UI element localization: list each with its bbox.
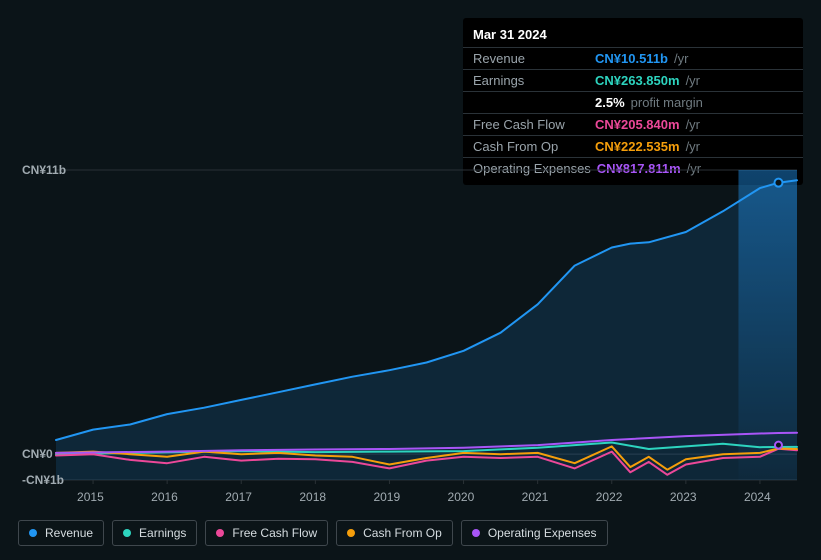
y-axis-label: CN¥11b [22, 163, 66, 177]
x-axis-label: 2024 [744, 490, 771, 504]
x-axis-label: 2020 [448, 490, 475, 504]
legend-item[interactable]: Operating Expenses [461, 520, 608, 546]
legend-label: Free Cash Flow [232, 526, 317, 540]
legend-dot [347, 529, 355, 537]
legend-dot [29, 529, 37, 537]
tooltip-row-label: Free Cash Flow [473, 116, 589, 133]
tooltip-row-value: 2.5% [595, 94, 625, 111]
tooltip-row-label: Cash From Op [473, 138, 589, 155]
tooltip-row: Free Cash Flow CN¥205.840m /yr [463, 113, 803, 135]
legend-label: Operating Expenses [488, 526, 597, 540]
x-axis-label: 2021 [522, 490, 549, 504]
x-axis-label: 2022 [596, 490, 623, 504]
tooltip-date: Mar 31 2024 [463, 24, 803, 47]
tooltip-row-value: CN¥10.511b [595, 50, 668, 67]
tooltip-row-value: CN¥205.840m [595, 116, 680, 133]
x-axis-label: 2016 [151, 490, 178, 504]
x-axis-label: 2015 [77, 490, 104, 504]
tooltip-row: . 2.5% profit margin [463, 91, 803, 113]
tooltip-row-unit: /yr [686, 138, 700, 155]
tooltip-row-value: CN¥222.535m [595, 138, 680, 155]
tooltip-row-unit: profit margin [631, 94, 703, 111]
tooltip-row: Revenue CN¥10.511b /yr [463, 47, 803, 69]
x-axis-label: 2023 [670, 490, 697, 504]
y-axis-label: CN¥0 [22, 447, 53, 461]
x-axis-label: 2017 [225, 490, 252, 504]
legend-item[interactable]: Revenue [18, 520, 104, 546]
tooltip-row-unit: /yr [686, 72, 700, 89]
legend-item[interactable]: Earnings [112, 520, 197, 546]
tooltip-row: Cash From Op CN¥222.535m /yr [463, 135, 803, 157]
x-axis-label: 2019 [373, 490, 400, 504]
legend-item[interactable]: Free Cash Flow [205, 520, 328, 546]
legend-label: Revenue [45, 526, 93, 540]
legend-dot [472, 529, 480, 537]
y-axis-label: -CN¥1b [22, 473, 64, 487]
tooltip-row-unit: /yr [674, 50, 688, 67]
tooltip-row: Earnings CN¥263.850m /yr [463, 69, 803, 91]
chart-legend: Revenue Earnings Free Cash Flow Cash From O… [18, 520, 608, 546]
tooltip-row-value: CN¥263.850m [595, 72, 680, 89]
tooltip-row-label: Revenue [473, 50, 589, 67]
x-axis-label: 2018 [299, 490, 326, 504]
legend-item[interactable]: Cash From Op [336, 520, 453, 546]
legend-label: Earnings [139, 526, 186, 540]
tooltip-row-label: Earnings [473, 72, 589, 89]
legend-dot [216, 529, 224, 537]
tooltip-row-label: . [473, 94, 589, 111]
legend-dot [123, 529, 131, 537]
tooltip-row-unit: /yr [686, 116, 700, 133]
chart-canvas [18, 158, 803, 508]
legend-label: Cash From Op [363, 526, 442, 540]
line-chart[interactable]: CN¥11b CN¥0 -CN¥1b 2015 2016 2017 2018 2019 202… [18, 158, 803, 508]
